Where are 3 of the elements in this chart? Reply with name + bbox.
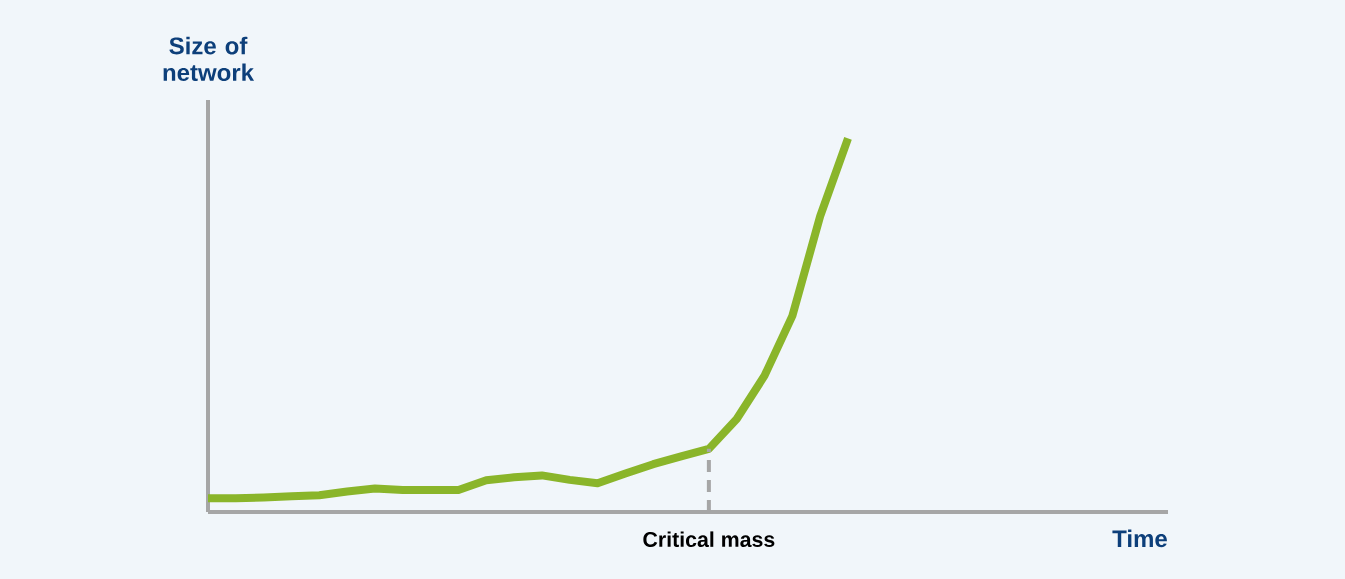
text: Time [1112, 529, 1167, 548]
y-axis-title: Size of network [163, 36, 255, 82]
text: Critical mass [643, 531, 775, 548]
